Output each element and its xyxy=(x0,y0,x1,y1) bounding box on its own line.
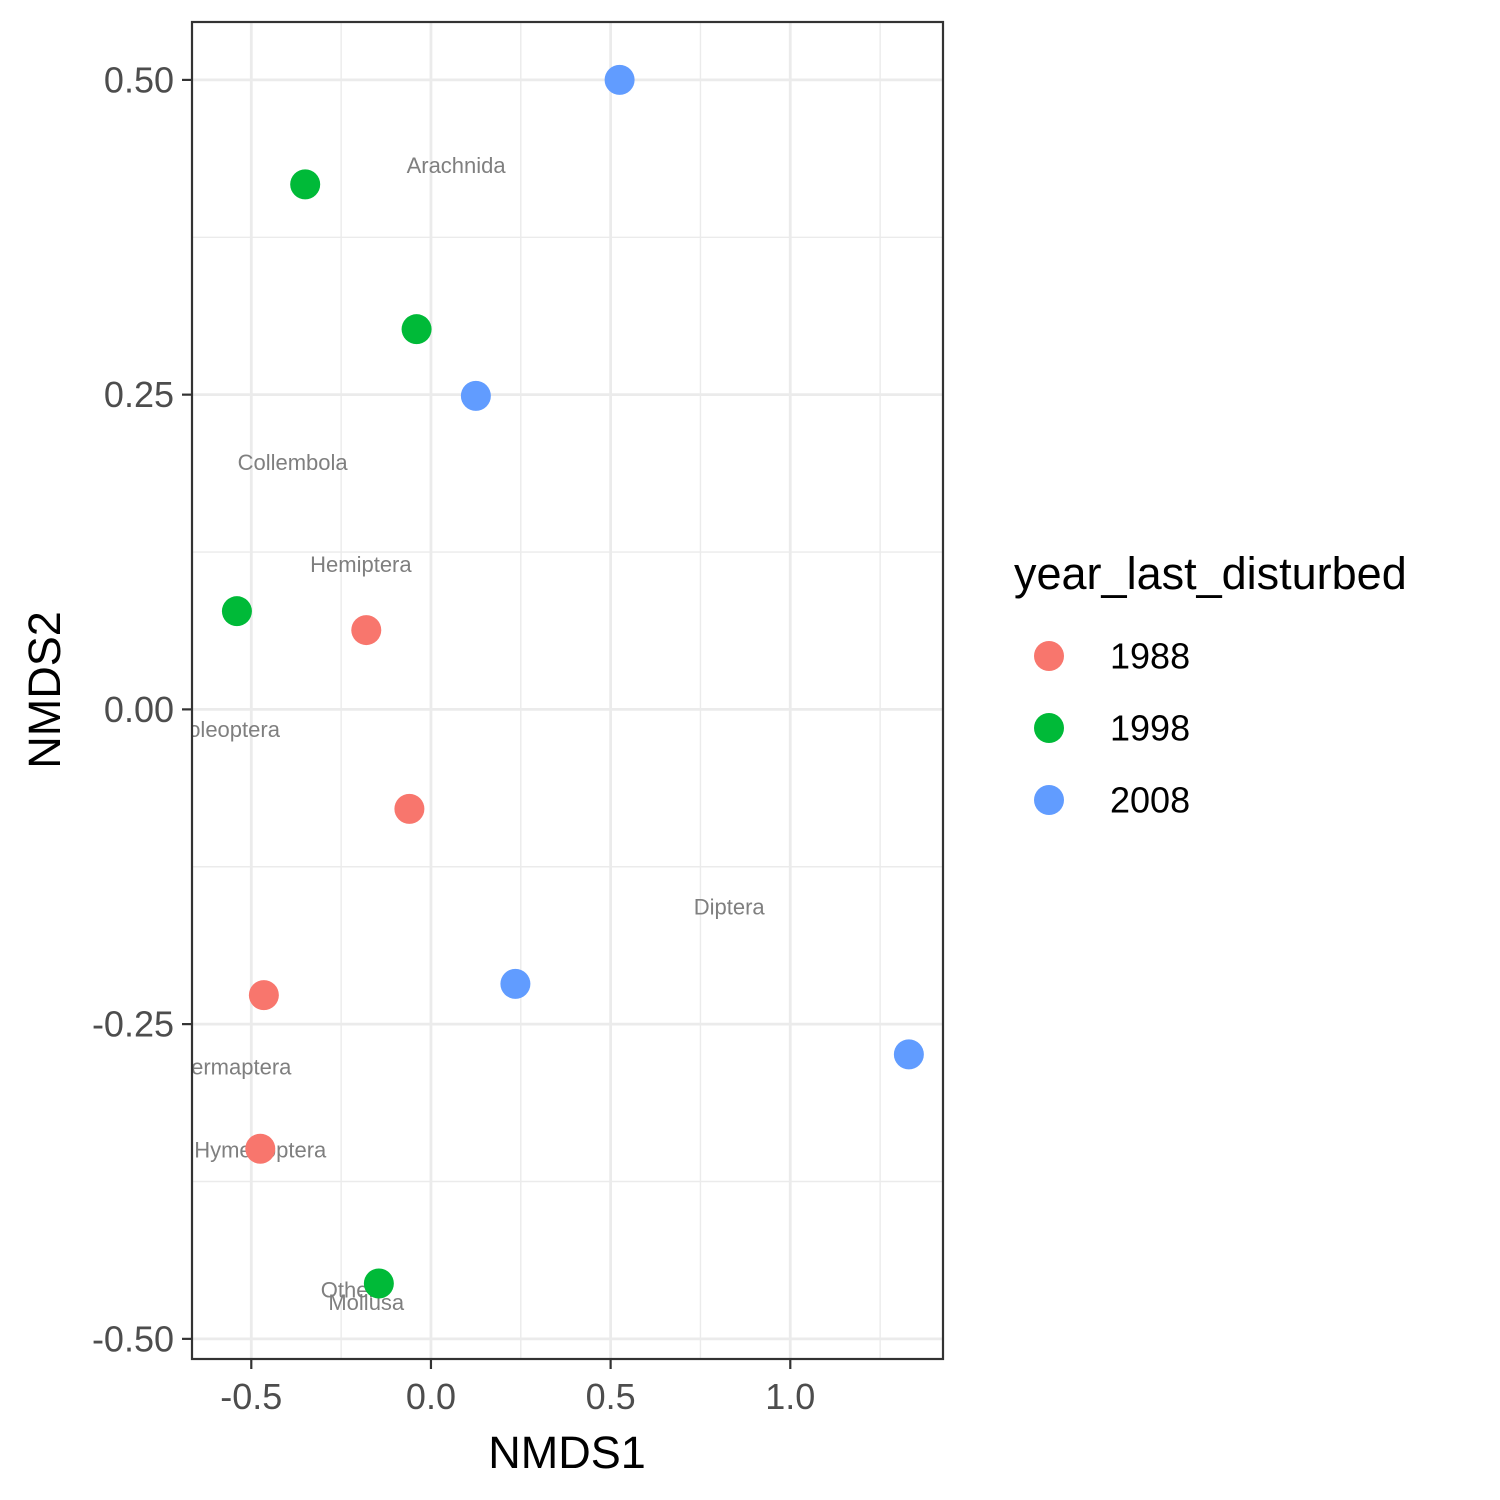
taxon-label: Mollusa xyxy=(328,1290,405,1315)
major-gridlines xyxy=(192,22,943,1359)
panel-background xyxy=(192,22,943,1359)
point-2008 xyxy=(604,64,635,95)
point-1988 xyxy=(245,1133,276,1164)
point-2008 xyxy=(893,1039,924,1070)
legend-key-1998 xyxy=(1034,713,1064,743)
taxon-label: Arachnida xyxy=(407,153,507,178)
taxon-labels: Arachnida Collembola Hemiptera Coleoptera Di… xyxy=(172,153,766,1315)
legend-label: 2008 xyxy=(1110,780,1190,821)
x-tick-label: 0.0 xyxy=(406,1376,456,1417)
taxon-label: Dermaptera xyxy=(175,1054,292,1079)
legend-title: year_last_disturbed xyxy=(1014,548,1407,599)
legend-label: 1998 xyxy=(1110,708,1190,749)
y-tick-label: -0.50 xyxy=(92,1318,174,1359)
point-1998 xyxy=(363,1268,394,1299)
data-points xyxy=(221,64,924,1299)
x-tick-label: 0.5 xyxy=(586,1376,636,1417)
point-1988 xyxy=(394,793,425,824)
point-2008 xyxy=(460,380,491,411)
x-axis-ticks: -0.5 0.0 0.5 1.0 xyxy=(220,1359,815,1417)
legend-key-2008 xyxy=(1034,785,1064,815)
point-1998 xyxy=(290,169,321,200)
taxon-label: Coleoptera xyxy=(172,717,280,742)
point-2008 xyxy=(500,968,531,999)
x-tick-label: 1.0 xyxy=(765,1376,815,1417)
point-1988 xyxy=(351,615,382,646)
taxon-label: Collembola xyxy=(238,450,349,475)
y-tick-label: 0.00 xyxy=(104,689,174,730)
y-axis-title: NMDS2 xyxy=(19,611,70,769)
panel-border xyxy=(190,20,945,1361)
legend-label: 1988 xyxy=(1110,636,1190,677)
y-tick-label: 0.25 xyxy=(104,374,174,415)
point-1998 xyxy=(401,314,432,345)
point-1988 xyxy=(248,980,279,1011)
taxon-label: Diptera xyxy=(694,895,766,920)
x-axis-title: NMDS1 xyxy=(488,1427,646,1478)
y-axis-ticks: -0.50 -0.25 0.00 0.25 0.50 xyxy=(92,59,192,1359)
minor-gridlines xyxy=(192,22,943,1359)
taxon-label: Hemiptera xyxy=(310,552,412,577)
point-1998 xyxy=(221,596,252,627)
legend-key-1988 xyxy=(1034,641,1064,671)
legend: year_last_disturbed 1988 1998 2008 xyxy=(1014,548,1407,821)
x-tick-label: -0.5 xyxy=(220,1376,282,1417)
y-tick-label: -0.25 xyxy=(92,1004,174,1045)
y-tick-label: 0.50 xyxy=(104,59,174,100)
